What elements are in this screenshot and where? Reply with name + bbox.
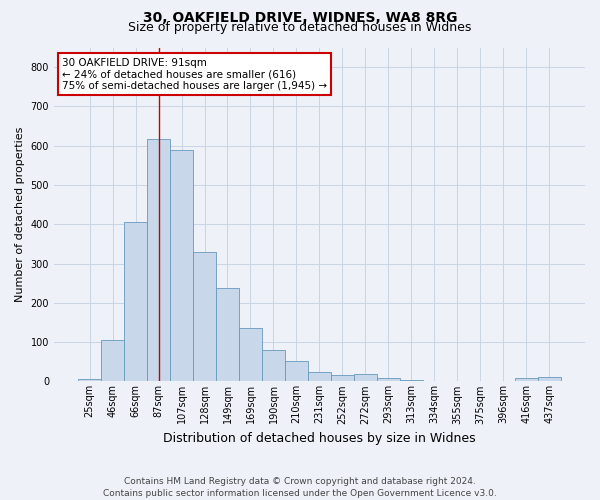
Text: 30 OAKFIELD DRIVE: 91sqm
← 24% of detached houses are smaller (616)
75% of semi-: 30 OAKFIELD DRIVE: 91sqm ← 24% of detach… bbox=[62, 58, 327, 90]
Bar bbox=[239, 328, 262, 382]
Y-axis label: Number of detached properties: Number of detached properties bbox=[15, 127, 25, 302]
Bar bbox=[515, 378, 538, 382]
Bar bbox=[147, 140, 170, 382]
X-axis label: Distribution of detached houses by size in Widnes: Distribution of detached houses by size … bbox=[163, 432, 476, 445]
Bar bbox=[170, 150, 193, 382]
Bar bbox=[423, 380, 446, 382]
Bar bbox=[331, 376, 354, 382]
Bar bbox=[101, 340, 124, 382]
Bar bbox=[400, 380, 423, 382]
Bar bbox=[538, 378, 561, 382]
Bar bbox=[354, 374, 377, 382]
Text: Contains HM Land Registry data © Crown copyright and database right 2024.
Contai: Contains HM Land Registry data © Crown c… bbox=[103, 476, 497, 498]
Bar bbox=[124, 222, 147, 382]
Bar bbox=[78, 378, 101, 382]
Bar bbox=[285, 362, 308, 382]
Bar bbox=[308, 372, 331, 382]
Text: Size of property relative to detached houses in Widnes: Size of property relative to detached ho… bbox=[128, 21, 472, 34]
Bar bbox=[216, 288, 239, 382]
Text: 30, OAKFIELD DRIVE, WIDNES, WA8 8RG: 30, OAKFIELD DRIVE, WIDNES, WA8 8RG bbox=[143, 11, 457, 25]
Bar bbox=[193, 252, 216, 382]
Bar bbox=[262, 350, 285, 382]
Bar bbox=[377, 378, 400, 382]
